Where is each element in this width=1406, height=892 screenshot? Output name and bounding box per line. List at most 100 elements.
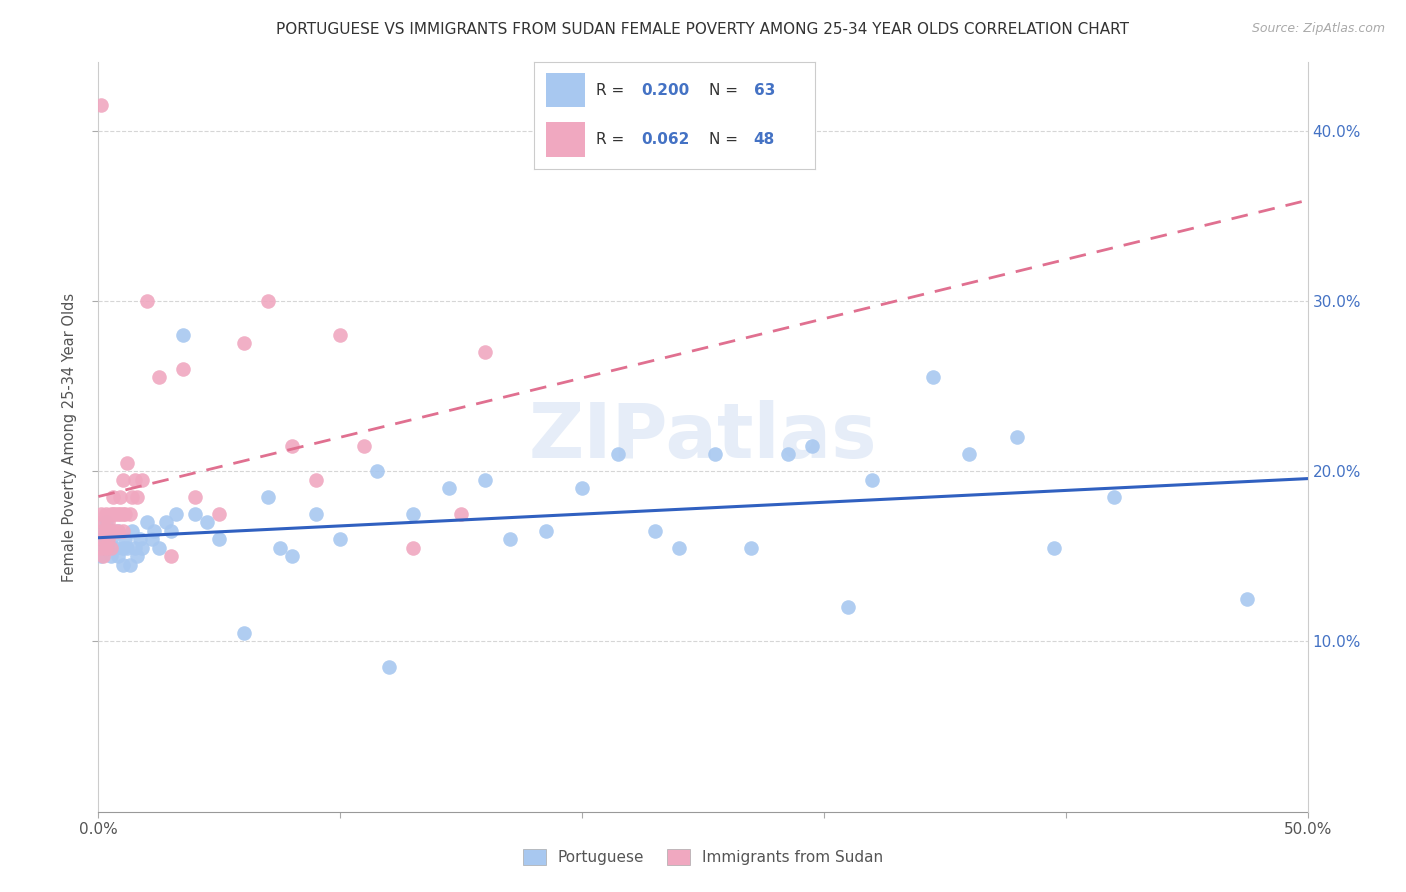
Text: Source: ZipAtlas.com: Source: ZipAtlas.com: [1251, 22, 1385, 36]
Text: N =: N =: [709, 83, 742, 98]
Point: [131, 541, 153, 555]
Point: [184, 490, 207, 504]
Point: [97, 541, 120, 555]
Point: [377, 660, 399, 674]
Legend: Portuguese, Immigrants from Sudan: Portuguese, Immigrants from Sudan: [516, 843, 890, 871]
Text: R =: R =: [596, 132, 630, 147]
Point: [921, 370, 943, 384]
Y-axis label: Female Poverty Among 25-34 Year Olds: Female Poverty Among 25-34 Year Olds: [62, 293, 77, 582]
Point: [90, 541, 112, 555]
Point: [101, 524, 124, 538]
Point: [90, 98, 112, 112]
Point: [94, 541, 117, 555]
Text: 0.200: 0.200: [641, 83, 689, 98]
Text: 0.062: 0.062: [641, 132, 689, 147]
Point: [127, 549, 149, 564]
Point: [118, 507, 141, 521]
Point: [111, 558, 134, 572]
Point: [124, 541, 146, 555]
Point: [155, 515, 177, 529]
Point: [402, 541, 425, 555]
Point: [91, 541, 114, 555]
Point: [121, 524, 143, 538]
Point: [740, 541, 762, 555]
Point: [172, 327, 194, 342]
Point: [437, 481, 460, 495]
Point: [108, 507, 131, 521]
Point: [90, 524, 112, 538]
Point: [90, 533, 112, 547]
Point: [498, 533, 520, 547]
Point: [91, 515, 114, 529]
Point: [100, 533, 122, 547]
Point: [107, 549, 129, 564]
Point: [101, 490, 124, 504]
Point: [128, 533, 150, 547]
Point: [141, 533, 163, 547]
Point: [1042, 541, 1064, 555]
Point: [305, 507, 328, 521]
Point: [107, 524, 129, 538]
Point: [256, 293, 278, 308]
Point: [668, 541, 690, 555]
Point: [957, 447, 980, 461]
Point: [837, 600, 859, 615]
Point: [107, 524, 129, 538]
Point: [114, 533, 136, 547]
Point: [256, 490, 278, 504]
Point: [644, 524, 666, 538]
Point: [208, 533, 231, 547]
Point: [121, 490, 143, 504]
Point: [281, 439, 304, 453]
Point: [1236, 591, 1258, 606]
Point: [100, 549, 122, 564]
Point: [111, 473, 134, 487]
Point: [100, 524, 122, 538]
Point: [450, 507, 472, 521]
Point: [135, 515, 157, 529]
Point: [329, 533, 352, 547]
Text: 48: 48: [754, 132, 775, 147]
Point: [366, 464, 388, 478]
Point: [101, 507, 124, 521]
Point: [118, 558, 141, 572]
Point: [148, 541, 170, 555]
Point: [97, 533, 120, 547]
Point: [91, 549, 114, 564]
Text: PORTUGUESE VS IMMIGRANTS FROM SUDAN FEMALE POVERTY AMONG 25-34 YEAR OLDS CORRELA: PORTUGUESE VS IMMIGRANTS FROM SUDAN FEMA…: [277, 22, 1129, 37]
Point: [111, 524, 134, 538]
Point: [108, 490, 131, 504]
Point: [172, 362, 194, 376]
Point: [127, 490, 149, 504]
Point: [269, 541, 291, 555]
Point: [776, 447, 799, 461]
Point: [100, 507, 122, 521]
Point: [94, 524, 117, 538]
Point: [1007, 430, 1029, 444]
Point: [124, 473, 146, 487]
Point: [91, 524, 114, 538]
Point: [160, 549, 183, 564]
Point: [184, 507, 207, 521]
Point: [90, 549, 112, 564]
Point: [800, 439, 823, 453]
Point: [232, 626, 254, 640]
Point: [329, 327, 352, 342]
Point: [114, 507, 136, 521]
Point: [143, 524, 166, 538]
Point: [94, 533, 117, 547]
Point: [704, 447, 727, 461]
Point: [607, 447, 630, 461]
FancyBboxPatch shape: [546, 73, 585, 107]
Point: [165, 507, 187, 521]
Point: [91, 533, 114, 547]
Point: [571, 481, 593, 495]
Point: [107, 507, 129, 521]
Point: [135, 293, 157, 308]
Text: N =: N =: [709, 132, 742, 147]
Point: [860, 473, 883, 487]
Point: [104, 524, 127, 538]
Point: [104, 541, 127, 555]
Point: [305, 473, 328, 487]
Point: [131, 473, 153, 487]
